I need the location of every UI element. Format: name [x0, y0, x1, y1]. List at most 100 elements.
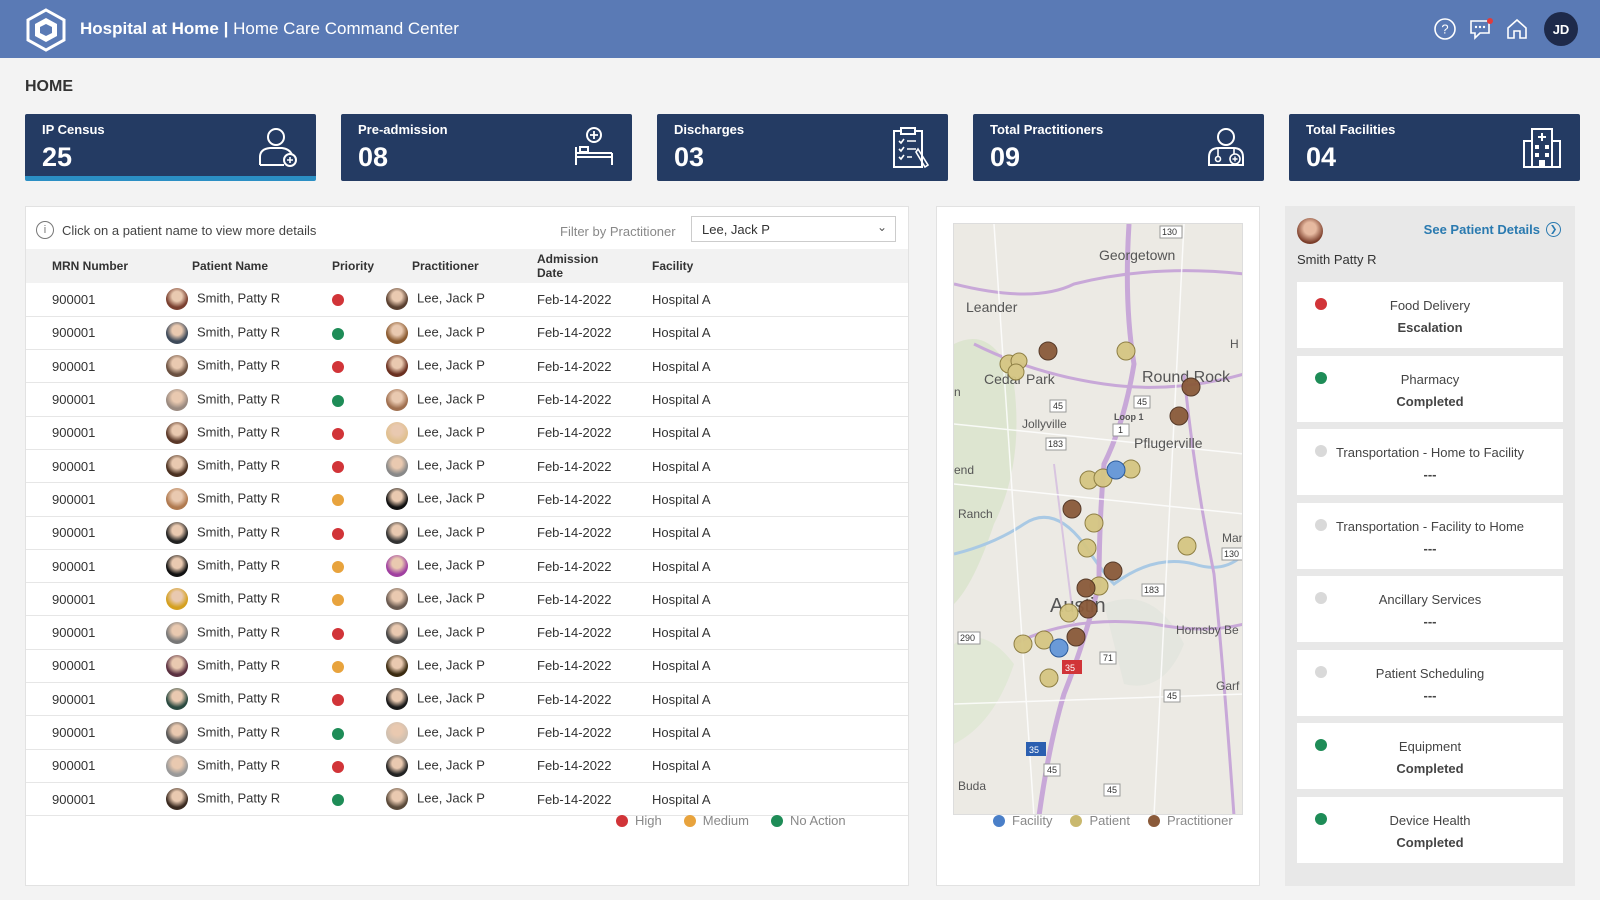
table-row[interactable]: 900001 Smith, Patty R Lee, Jack P Feb-14-20…: [26, 582, 908, 617]
avatar: [386, 688, 408, 711]
table-row[interactable]: 900001 Smith, Patty R Lee, Jack P Feb-14-20…: [26, 516, 908, 550]
admission-date-cell: Feb-14-2022: [511, 782, 626, 817]
home-icon[interactable]: [1504, 16, 1530, 42]
facility-marker[interactable]: [1106, 460, 1126, 480]
kpi-total-facilities[interactable]: Total Facilities 04: [1289, 114, 1580, 181]
table-row[interactable]: 900001 Smith, Patty R Lee, Jack P Feb-14-20…: [26, 382, 908, 417]
patient-name-cell[interactable]: Smith, Patty R: [166, 782, 306, 817]
column-header[interactable]: Admission Date: [537, 252, 599, 280]
practitioner-marker[interactable]: [1103, 561, 1123, 581]
table-row[interactable]: 900001 Smith, Patty R Lee, Jack P Feb-14-20…: [26, 449, 908, 484]
see-patient-details-link[interactable]: See Patient Details ❯: [1424, 222, 1561, 237]
table-row[interactable]: 900001 Smith, Patty R Lee, Jack P Feb-14-20…: [26, 749, 908, 783]
legend-dot: [1070, 814, 1083, 827]
map-label: 71: [1103, 653, 1113, 663]
patient-marker[interactable]: [1013, 634, 1033, 654]
table-row[interactable]: 900001 Smith, Patty R Lee, Jack P Feb-14-20…: [26, 682, 908, 717]
priority-legend: High Medium No Action: [616, 813, 846, 828]
kpi-ip-census[interactable]: IP Census 25: [25, 114, 316, 181]
kpi-pre-admission[interactable]: Pre-admission 08: [341, 114, 632, 181]
patient-name-cell[interactable]: Smith, Patty R: [166, 749, 306, 783]
service-name: Transportation - Home to Facility: [1335, 445, 1525, 460]
column-header[interactable]: Practitioner: [412, 259, 479, 273]
service-name: Food Delivery: [1389, 298, 1471, 313]
practitioner-marker[interactable]: [1066, 627, 1086, 647]
patient-name-cell[interactable]: Smith, Patty R: [166, 715, 306, 750]
practitioner-marker[interactable]: [1076, 578, 1096, 598]
table-row[interactable]: 900001 Smith, Patty R Lee, Jack P Feb-14-20…: [26, 549, 908, 584]
priority-dot: [332, 427, 344, 440]
patient-name-cell[interactable]: Smith, Patty R: [166, 283, 306, 317]
patient-name-cell[interactable]: Smith, Patty R: [166, 649, 306, 684]
service-card[interactable]: Food Delivery Escalation: [1297, 282, 1563, 348]
patient-marker[interactable]: [1077, 538, 1097, 558]
table-row[interactable]: 900001 Smith, Patty R Lee, Jack P Feb-14-20…: [26, 416, 908, 450]
patient-name-cell[interactable]: Smith, Patty R: [166, 516, 306, 550]
practitioner-filter-select[interactable]: Lee, Jack P ⌄: [691, 216, 896, 242]
patient-marker[interactable]: [1084, 513, 1104, 533]
practitioner-cell: Lee, Jack P: [386, 782, 511, 817]
table-row[interactable]: 900001 Smith, Patty R Lee, Jack P Feb-14-20…: [26, 615, 908, 650]
table-row[interactable]: 900001 Smith, Patty R Lee, Jack P Feb-14-20…: [26, 649, 908, 684]
patient-name-cell[interactable]: Smith, Patty R: [166, 416, 306, 450]
patient-name-cell[interactable]: Smith, Patty R: [166, 449, 306, 484]
table-row[interactable]: 900001 Smith, Patty R Lee, Jack P Feb-14-20…: [26, 316, 908, 351]
service-name: Transportation - Facility to Home: [1335, 518, 1525, 534]
table-row[interactable]: 900001 Smith, Patty R Lee, Jack P Feb-14-20…: [26, 283, 908, 317]
service-card[interactable]: Patient Scheduling ---: [1297, 649, 1563, 716]
patient-marker[interactable]: [1034, 630, 1054, 650]
service-card[interactable]: Ancillary Services ---: [1297, 576, 1563, 642]
service-card[interactable]: Transportation - Home to Facility ---: [1297, 429, 1563, 495]
facility-cell-text: Hospital A: [652, 491, 711, 507]
user-avatar[interactable]: JD: [1544, 12, 1578, 46]
patient-name-cell[interactable]: Smith, Patty R: [166, 582, 306, 617]
column-header[interactable]: Priority: [332, 259, 375, 273]
table-row[interactable]: 900001 Smith, Patty R Lee, Jack P Feb-14-20…: [26, 715, 908, 750]
practitioner-cell-text: Lee, Jack P: [417, 324, 485, 340]
priority-cell: [306, 715, 386, 750]
patient-name-cell[interactable]: Smith, Patty R: [166, 382, 306, 417]
patient-name-cell[interactable]: Smith, Patty R: [166, 549, 306, 584]
legend-dot: [616, 814, 628, 827]
kpi-value: 25: [42, 142, 73, 172]
chat-icon[interactable]: [1468, 16, 1494, 42]
practitioner-marker[interactable]: [1038, 341, 1058, 361]
patient-marker[interactable]: [1177, 536, 1197, 556]
kpi-label: Total Facilities: [1306, 122, 1396, 137]
patient-name-cell[interactable]: Smith, Patty R: [166, 482, 306, 517]
kpi-discharges[interactable]: Discharges 03: [657, 114, 948, 181]
patient-name-cell[interactable]: Smith, Patty R: [166, 316, 306, 351]
column-header[interactable]: Patient Name: [192, 259, 269, 273]
practitioner-marker[interactable]: [1078, 599, 1098, 619]
practitioner-cell-text: Lee, Jack P: [417, 723, 485, 739]
column-header[interactable]: MRN Number: [52, 259, 129, 273]
patient-marker[interactable]: [1116, 341, 1136, 361]
table-hint: i Click on a patient name to view more d…: [36, 221, 316, 239]
admission-date-cell-text: Feb-14-2022: [537, 392, 612, 408]
patient-marker[interactable]: [1059, 603, 1079, 623]
patient-name-cell[interactable]: Smith, Patty R: [166, 615, 306, 650]
service-card[interactable]: Pharmacy Completed: [1297, 355, 1563, 422]
patient-name-cell[interactable]: Smith, Patty R: [166, 349, 306, 384]
priority-cell: [306, 615, 386, 650]
practitioner-marker[interactable]: [1181, 377, 1201, 397]
kpi-label: Total Practitioners: [990, 122, 1104, 137]
facility-marker[interactable]: [1049, 638, 1069, 658]
table-row[interactable]: 900001 Smith, Patty R Lee, Jack P Feb-14-20…: [26, 482, 908, 517]
column-header[interactable]: Facility: [652, 259, 694, 273]
table-row[interactable]: 900001 Smith, Patty R Lee, Jack P Feb-14-20…: [26, 349, 908, 384]
kpi-total-practitioners[interactable]: Total Practitioners 09: [973, 114, 1264, 181]
practitioner-marker[interactable]: [1169, 406, 1189, 426]
admission-date-cell: Feb-14-2022: [511, 682, 626, 717]
help-icon[interactable]: ?: [1432, 16, 1458, 42]
patient-name-cell[interactable]: Smith, Patty R: [166, 682, 306, 717]
patient-marker[interactable]: [1039, 668, 1059, 688]
service-card[interactable]: Transportation - Facility to Home ---: [1297, 502, 1563, 569]
service-card[interactable]: Device Health Completed: [1297, 796, 1563, 863]
service-card[interactable]: Equipment Completed: [1297, 723, 1563, 789]
table-row[interactable]: 900001 Smith, Patty R Lee, Jack P Feb-14-20…: [26, 782, 908, 817]
patient-marker[interactable]: [1007, 363, 1025, 381]
practitioner-marker[interactable]: [1062, 499, 1082, 519]
patient-map[interactable]: Georgetown Leander Cedar Park Round Rock…: [953, 223, 1243, 815]
admission-date-cell-text: Feb-14-2022: [537, 725, 612, 740]
